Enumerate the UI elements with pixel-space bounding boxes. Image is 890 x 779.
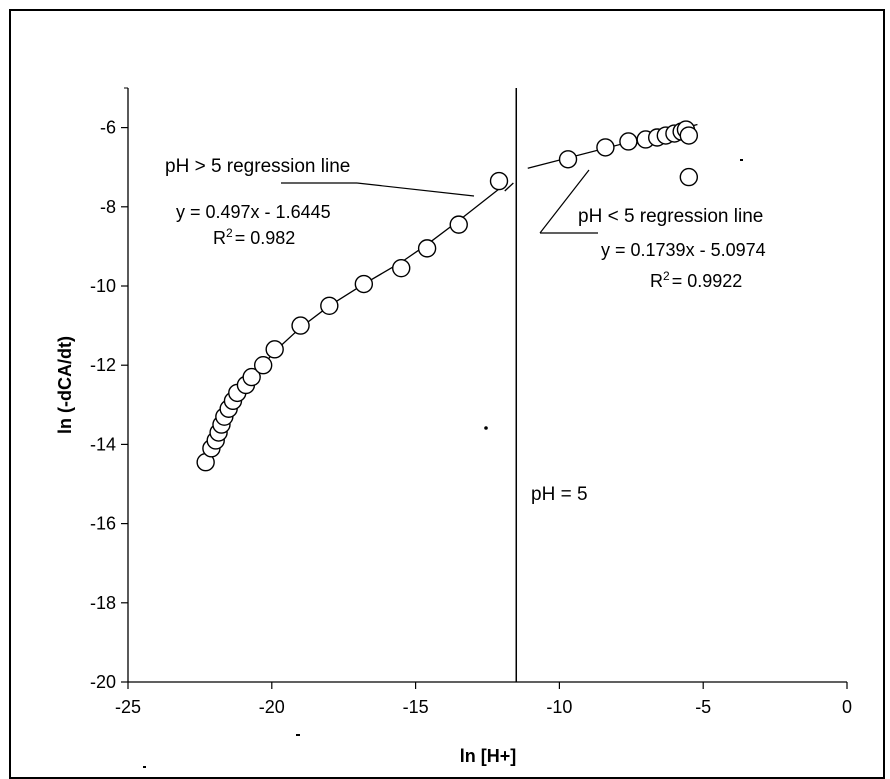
ph-gt5-r2-value: = 0.982 [235,228,296,248]
data-point-19 [489,171,509,191]
data-point-21 [596,138,615,157]
axes: -6 -8 -10 -12 -14 -16 -18 -20 -25 -20 -15 -10 -5 0 [90,87,852,717]
ph-lt5-r2-value: = 0.9922 [672,271,743,291]
data-point-10 [242,367,261,387]
regression-connector [504,182,514,192]
x-tick-label-0: -25 [115,697,141,717]
data-point-18 [449,215,468,234]
ph-lt5-equation: y = 0.1739x - 5.0974 [601,240,766,260]
data-point-11 [253,356,273,375]
y-tick-label-5: -16 [90,514,116,534]
data-point-15 [354,274,374,294]
stray-mark-1 [740,159,743,161]
y-axis-title: ln (-dCA/dt) [55,336,75,434]
x-tick-label-3: -10 [546,697,572,717]
ph-equals-5-label: pH = 5 [531,484,588,505]
ph-lt5-leader-diagonal [539,169,590,234]
x-tick-label-2: -15 [403,697,429,717]
y-tick-label-7: -20 [90,672,116,692]
data-point-16 [392,258,411,278]
data-point-12 [265,340,284,359]
ph-gt5-r2-label: R [213,228,226,248]
ph-gt5-leader-diagonal [356,182,475,197]
stray-mark-2 [296,734,300,736]
stray-mark-3 [143,766,146,768]
x-tick-label-4: -5 [695,697,711,717]
data-point-17 [417,239,437,258]
y-tick-label-4: -14 [90,434,116,454]
ph-lt5-label: pH < 5 regression line [578,206,763,227]
data-point-14 [320,296,339,315]
data-point-30 [679,167,699,187]
stray-dot [484,426,488,430]
ph-gt5-r2-superscript: 2 [226,226,233,240]
y-tick-label-0: -6 [100,118,116,138]
y-tick-label-6: -18 [90,593,116,613]
ph-lt5-r2-superscript: 2 [663,269,670,283]
ph-gt5-equation: y = 0.497x - 1.6445 [176,202,331,222]
x-axis-title: ln [H+] [460,746,517,766]
y-tick-label-1: -8 [100,197,116,217]
data-points [196,120,699,472]
y-tick-label-3: -12 [90,355,116,375]
ph-gt5-label: pH > 5 regression line [165,156,350,177]
data-point-29 [679,126,699,145]
ph-gt5-r2: R2 = 0.982 [213,226,295,248]
y-tick-label-2: -10 [90,276,116,296]
x-tick-label-1: -20 [259,697,285,717]
data-point-13 [291,316,310,335]
ph-lt5-r2: R2 = 0.9922 [650,269,742,291]
data-point-22 [619,132,638,151]
x-tick-label-5: 0 [842,697,852,717]
ph-lt5-r2-label: R [650,271,663,291]
data-point-20 [558,150,578,169]
